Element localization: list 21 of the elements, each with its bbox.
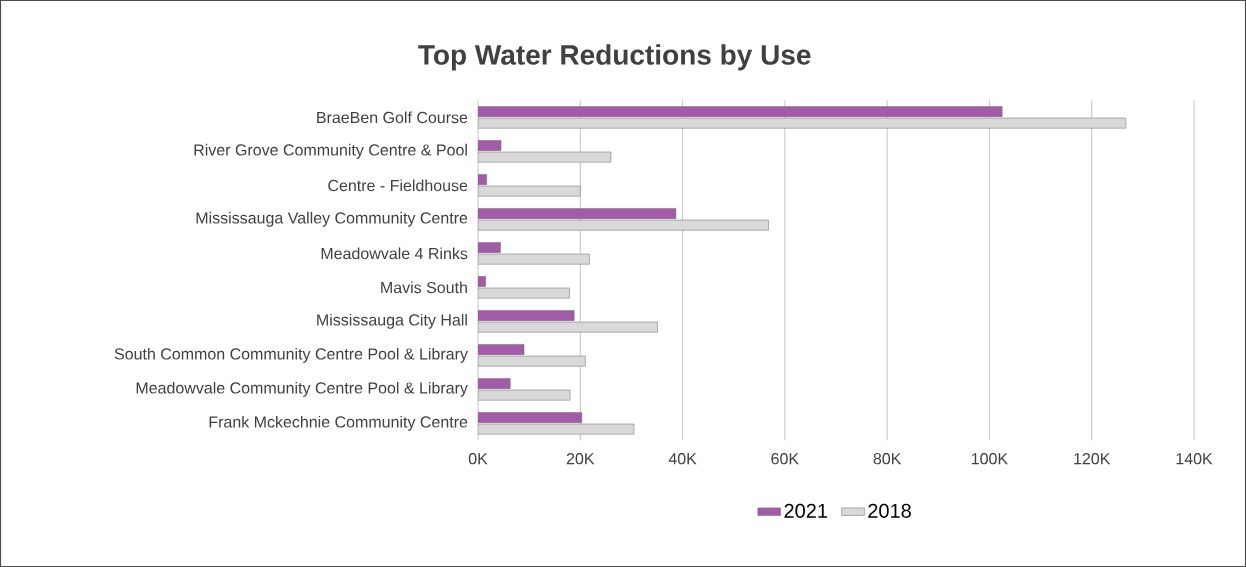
x-tick-label: 0K bbox=[468, 453, 488, 465]
y-tick-label: Mississauga City Hall bbox=[317, 313, 467, 329]
y-tick-label: BraeBen Golf Course bbox=[317, 111, 468, 124]
y-tick-label: Meadowvale 4 Rinks bbox=[321, 247, 468, 260]
legend-label: 2018 bbox=[868, 503, 911, 518]
x-tick-label: 100K bbox=[971, 453, 1008, 465]
y-tick-label: Mississauga Valley Community Centre bbox=[196, 211, 468, 227]
x-tick-label: 120K bbox=[1074, 453, 1111, 465]
y-tick-label: Centre - Fieldhouse bbox=[328, 179, 468, 192]
chart-title: Top Water Reductions by Use bbox=[418, 44, 811, 71]
y-tick-label: Mavis South bbox=[381, 281, 467, 294]
x-tick-label: 40K bbox=[668, 453, 697, 465]
x-tick-label: 80K bbox=[873, 453, 902, 465]
x-tick-label: 20K bbox=[566, 453, 595, 465]
x-tick-label: 140K bbox=[1176, 453, 1213, 465]
y-tick-label: Meadowvale Community Centre Pool & Library bbox=[136, 381, 468, 397]
legend-label: 2021 bbox=[784, 503, 828, 518]
y-tick-label: Frank Mckechnie Community Centre bbox=[209, 415, 468, 431]
y-tick-label: River Grove Community Centre & Pool bbox=[194, 143, 467, 159]
x-tick-label: 60K bbox=[771, 453, 799, 465]
y-tick-label: South Common Community Centre Pool & Library bbox=[114, 347, 468, 363]
